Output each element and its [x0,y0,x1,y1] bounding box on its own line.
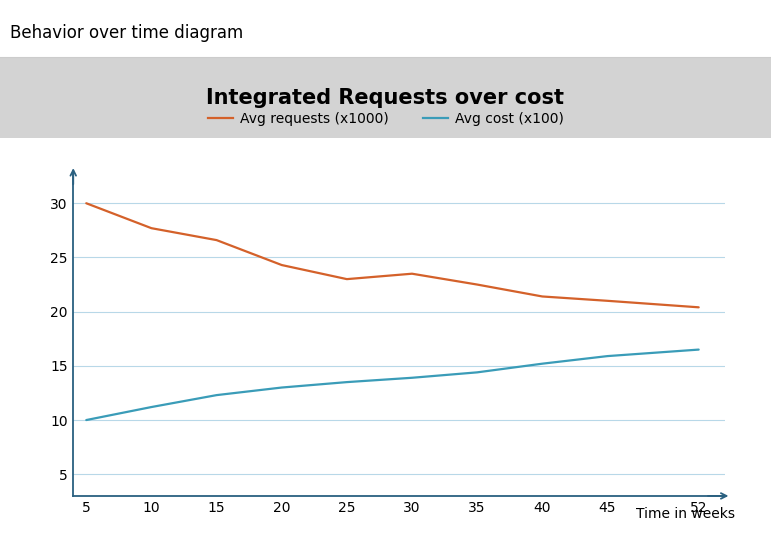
Text: Time in weeks: Time in weeks [636,507,736,521]
Text: Integrated Requests over cost: Integrated Requests over cost [207,88,564,107]
Text: Behavior over time diagram: Behavior over time diagram [10,24,244,42]
Legend: Avg requests (x1000), Avg cost (x100): Avg requests (x1000), Avg cost (x100) [202,106,570,131]
